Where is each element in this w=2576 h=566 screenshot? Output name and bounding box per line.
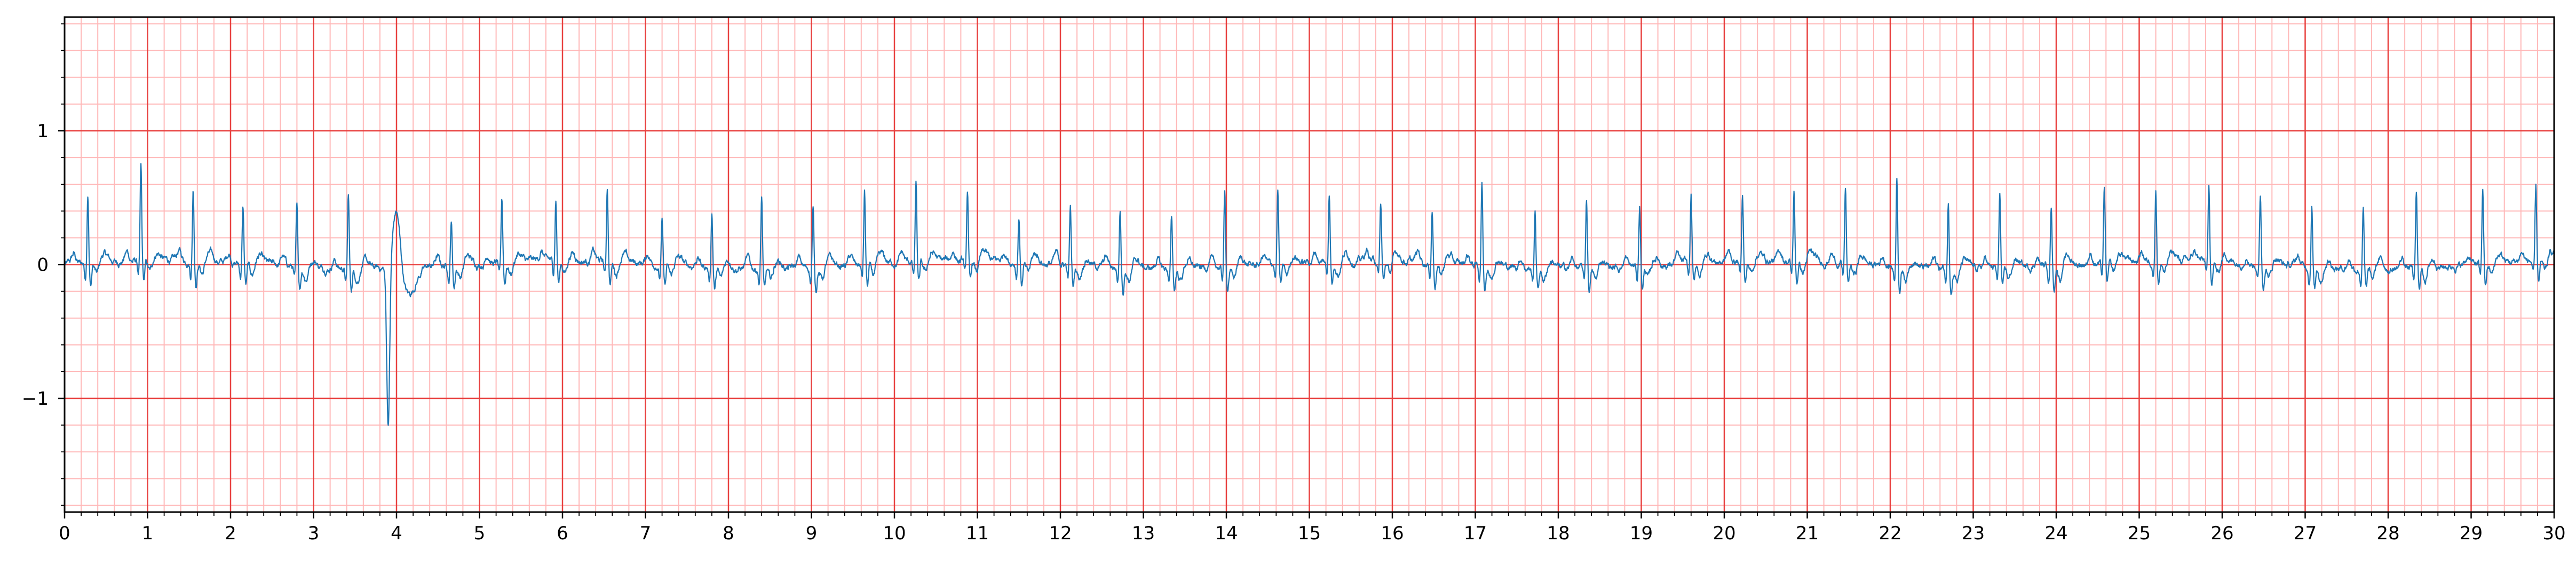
x-tick-label: 22 <box>1879 523 1901 544</box>
x-tick-label: 13 <box>1132 523 1155 544</box>
x-tick-label: 27 <box>2294 523 2317 544</box>
y-tick-label: 1 <box>37 121 49 142</box>
x-tick-label: 28 <box>2376 523 2399 544</box>
x-tick-label: 16 <box>1381 523 1404 544</box>
x-tick-label: 18 <box>1547 523 1570 544</box>
x-tick-label: 9 <box>806 523 818 544</box>
x-tick-label: 7 <box>640 523 652 544</box>
x-axis: 0 1 2 3 4 5 6 7 8 9 10 11 12 13 14 15 16 17 18 19 20 21 22 23 24… <box>59 512 2566 544</box>
x-tick-label: 1 <box>142 523 154 544</box>
x-tick-label: 14 <box>1215 523 1238 544</box>
x-tick-label: 4 <box>391 523 402 544</box>
x-tick-label: 30 <box>2542 523 2565 544</box>
x-tick-label: 6 <box>557 523 568 544</box>
x-tick-label: 5 <box>474 523 486 544</box>
x-tick-label: 29 <box>2460 523 2483 544</box>
ecg-series-line <box>64 163 2555 426</box>
x-tick-label: 10 <box>883 523 906 544</box>
x-tick-label: 15 <box>1298 523 1321 544</box>
series-layer <box>64 163 2555 426</box>
x-tick-label: 17 <box>1464 523 1487 544</box>
x-tick-label: 12 <box>1049 523 1072 544</box>
x-tick-label: 3 <box>308 523 320 544</box>
y-axis: −1 0 1 <box>22 23 65 506</box>
x-tick-label: 19 <box>1630 523 1653 544</box>
x-tick-label: 20 <box>1713 523 1735 544</box>
x-tick-label: 25 <box>2128 523 2151 544</box>
x-tick-label: 21 <box>1796 523 1819 544</box>
x-tick-label: 11 <box>966 523 989 544</box>
x-tick-label: 0 <box>59 523 70 544</box>
x-tick-label: 8 <box>723 523 734 544</box>
x-tick-label: 24 <box>2044 523 2067 544</box>
x-tick-label: 26 <box>2210 523 2233 544</box>
x-tick-label: 23 <box>1962 523 1985 544</box>
y-tick-label: −1 <box>22 388 49 410</box>
x-tick-label: 2 <box>225 523 236 544</box>
y-tick-label: 0 <box>37 255 49 276</box>
